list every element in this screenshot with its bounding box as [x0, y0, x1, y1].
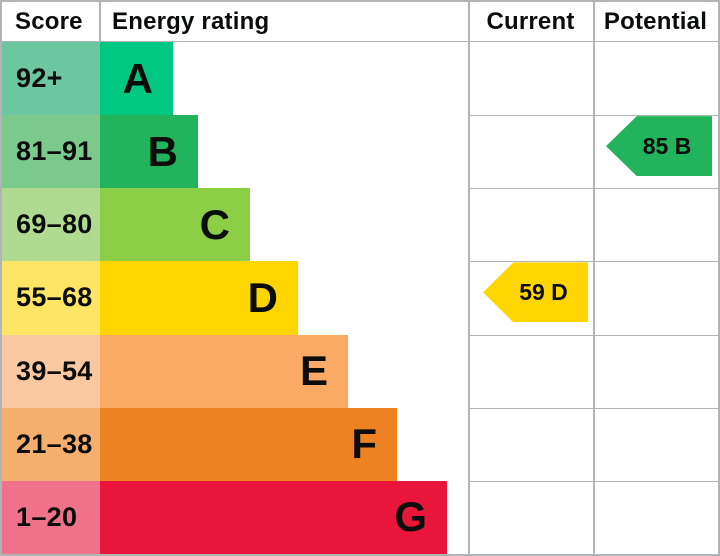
band-letter-g: G: [394, 493, 427, 541]
band-letter-a: A: [122, 54, 153, 102]
score-cell-c: 69–80: [2, 188, 100, 262]
chart-header: Score Energy rating Current Potential: [2, 2, 718, 42]
band-row-e: 39–54 E: [2, 334, 718, 408]
potential-rating-label: 85 B: [642, 132, 692, 159]
band-letter-c: C: [199, 200, 230, 248]
current-column-divider: [468, 2, 470, 554]
band-bar-b: B: [100, 115, 198, 189]
header-potential: Potential: [603, 7, 708, 35]
header-score: Score: [15, 7, 83, 35]
row-separator-line: [468, 188, 718, 190]
band-row-a: 92+ A: [2, 42, 718, 116]
potential-column-divider: [593, 2, 595, 554]
score-cell-a: 92+: [2, 42, 100, 116]
row-separator-line: [468, 407, 718, 409]
row-separator-line: [468, 261, 718, 263]
row-separator-line: [468, 334, 718, 336]
current-rating-label: 59 D: [519, 278, 568, 305]
band-rows: 92+ A 81–91 B 69–80 C 55–68 D 39–54 E 21…: [2, 42, 718, 554]
band-letter-d: D: [247, 273, 278, 321]
band-row-d: 55–68 D: [2, 261, 718, 335]
score-cell-b: 81–91: [2, 115, 100, 189]
score-cell-f: 21–38: [2, 407, 100, 481]
header-current: Current: [486, 7, 575, 35]
row-separator-line: [468, 480, 718, 482]
header-energy-rating: Energy rating: [112, 7, 270, 35]
score-cell-d: 55–68: [2, 261, 100, 335]
band-bar-g: G: [100, 480, 447, 554]
band-letter-f: F: [351, 420, 377, 468]
band-bar-d: D: [100, 261, 298, 335]
band-bar-e: E: [100, 334, 348, 408]
band-bar-a: A: [100, 42, 173, 116]
band-row-f: 21–38 F: [2, 407, 718, 481]
score-cell-g: 1–20: [2, 480, 100, 554]
row-separator-line: [468, 115, 718, 117]
band-letter-b: B: [147, 127, 178, 175]
band-bar-c: C: [100, 188, 250, 262]
band-row-b: 81–91 B: [2, 115, 718, 189]
band-row-g: 1–20 G: [2, 480, 718, 554]
band-bar-f: F: [100, 407, 397, 481]
score-cell-e: 39–54: [2, 334, 100, 408]
band-letter-e: E: [299, 347, 328, 395]
score-column-divider: [99, 2, 101, 42]
band-row-c: 69–80 C: [2, 188, 718, 262]
